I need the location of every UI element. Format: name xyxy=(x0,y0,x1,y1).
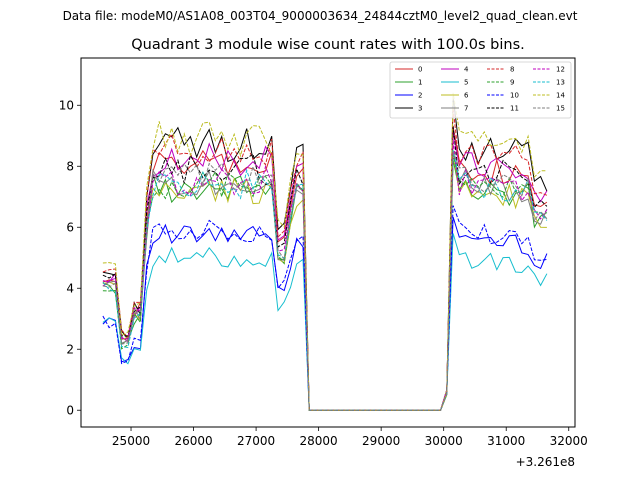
legend-label-5: 5 xyxy=(464,79,468,87)
series-line-15 xyxy=(102,151,548,411)
axis-ticks: 25000 26000 27000 28000 29000 30000 31000 32000… xyxy=(59,99,588,448)
y-tick-label: 10 xyxy=(59,99,74,113)
x-tick-label: 29000 xyxy=(362,434,400,448)
x-tick-label: 32000 xyxy=(550,434,588,448)
y-tick-label: 6 xyxy=(66,221,74,235)
legend-label-4: 4 xyxy=(464,66,469,74)
y-tick-label: 2 xyxy=(66,343,74,357)
legend-label-12: 12 xyxy=(556,66,565,74)
legend-label-14: 14 xyxy=(556,92,565,100)
x-tick-label: 27000 xyxy=(237,434,275,448)
legend-label-15: 15 xyxy=(556,105,565,113)
legend-label-0: 0 xyxy=(418,66,422,74)
legend-label-2: 2 xyxy=(418,92,422,100)
y-tick-label: 0 xyxy=(66,404,74,418)
legend-label-10: 10 xyxy=(510,92,519,100)
legend-label-1: 1 xyxy=(418,79,422,87)
x-tick-label: 31000 xyxy=(487,434,525,448)
legend-frame xyxy=(389,61,572,119)
legend-label-7: 7 xyxy=(464,105,468,113)
y-tick-label: 4 xyxy=(66,282,74,296)
series-line-10 xyxy=(102,205,547,411)
x-offset-label: +3.261e8 xyxy=(516,455,575,469)
chart-suptitle: Data file: modeM0/AS1A08_003T04_90000036… xyxy=(63,9,578,23)
legend-label-3: 3 xyxy=(418,105,422,113)
chart-title: Quadrant 3 module wise count rates with … xyxy=(131,37,525,53)
series-line-8 xyxy=(102,107,548,411)
y-tick-label: 8 xyxy=(66,160,74,174)
plot-area xyxy=(102,92,548,411)
x-tick-label: 25000 xyxy=(112,434,150,448)
legend-label-11: 11 xyxy=(510,105,519,113)
x-tick-label: 26000 xyxy=(174,434,212,448)
x-tick-label: 30000 xyxy=(425,434,463,448)
legend-label-9: 9 xyxy=(510,79,514,87)
legend-label-8: 8 xyxy=(510,66,514,74)
legend-label-13: 13 xyxy=(556,79,565,87)
axes-frame xyxy=(80,57,576,428)
x-tick-label: 28000 xyxy=(300,434,338,448)
legend-label-6: 6 xyxy=(464,92,469,100)
